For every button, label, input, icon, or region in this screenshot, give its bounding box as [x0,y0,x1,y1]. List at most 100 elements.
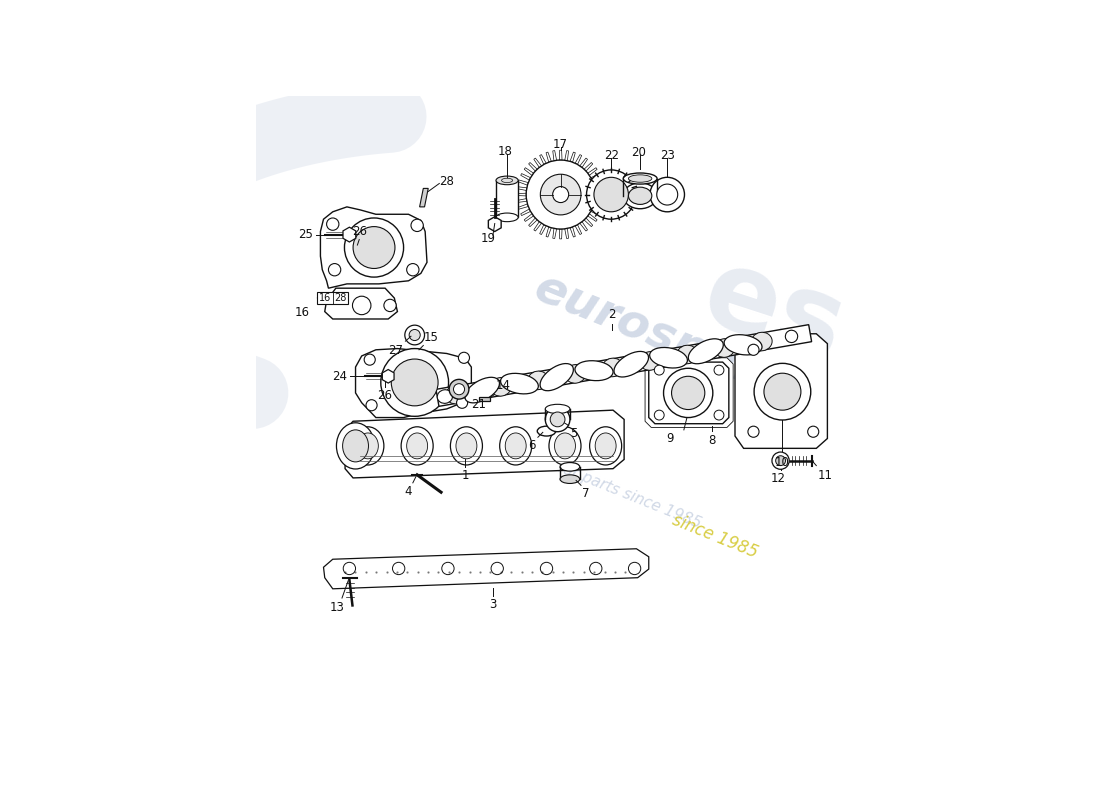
Polygon shape [594,198,605,202]
Circle shape [456,398,468,408]
Circle shape [628,562,640,574]
Ellipse shape [689,339,724,364]
Circle shape [755,363,811,420]
Circle shape [540,174,581,215]
Circle shape [552,186,569,202]
Ellipse shape [614,351,649,377]
Circle shape [409,330,420,341]
Polygon shape [518,204,528,209]
Text: since 1985: since 1985 [669,511,760,562]
Ellipse shape [639,352,660,370]
Polygon shape [735,334,827,448]
Circle shape [714,365,724,375]
Ellipse shape [437,390,452,403]
Polygon shape [594,186,605,190]
Ellipse shape [602,358,623,377]
Polygon shape [575,154,582,165]
Text: 5: 5 [570,427,578,441]
Ellipse shape [496,213,518,222]
Polygon shape [383,370,394,383]
Polygon shape [553,150,557,161]
Text: 19: 19 [481,233,496,246]
Polygon shape [343,227,355,242]
Circle shape [650,178,684,212]
Polygon shape [496,180,518,218]
Ellipse shape [491,378,512,396]
Ellipse shape [554,433,575,459]
Ellipse shape [785,330,798,342]
Text: 23: 23 [660,150,674,162]
Text: 16: 16 [295,306,310,319]
Circle shape [453,384,464,394]
Text: 21: 21 [471,398,486,411]
Circle shape [353,226,395,269]
Polygon shape [564,150,569,161]
Text: 16: 16 [319,293,331,303]
Polygon shape [520,174,530,180]
Text: 18: 18 [498,145,513,158]
Polygon shape [546,152,551,162]
Polygon shape [525,168,533,175]
Polygon shape [355,349,471,418]
Polygon shape [645,358,733,427]
Circle shape [491,562,504,574]
Ellipse shape [565,365,586,383]
Text: 15: 15 [424,330,439,344]
Text: 1: 1 [461,469,469,482]
FancyBboxPatch shape [317,292,348,304]
Ellipse shape [546,404,570,414]
Polygon shape [478,397,490,401]
Polygon shape [559,229,562,239]
Polygon shape [520,209,530,215]
Polygon shape [593,204,603,209]
Polygon shape [570,227,575,237]
Ellipse shape [628,175,652,182]
Polygon shape [593,180,603,185]
Ellipse shape [500,374,538,394]
Text: 2: 2 [608,308,616,321]
Polygon shape [436,325,812,406]
Ellipse shape [402,426,433,465]
Circle shape [405,325,425,345]
Circle shape [772,452,789,470]
Polygon shape [540,225,547,234]
Polygon shape [559,150,562,160]
Polygon shape [564,228,569,238]
Circle shape [407,263,419,276]
Circle shape [586,170,636,219]
Circle shape [392,359,438,406]
Polygon shape [595,194,605,196]
Text: 24: 24 [332,370,346,382]
Ellipse shape [560,475,580,483]
Polygon shape [584,218,593,226]
Ellipse shape [446,386,466,404]
Polygon shape [584,162,593,171]
Ellipse shape [358,433,378,459]
Text: 26: 26 [352,225,366,238]
Circle shape [654,365,664,375]
Text: 26: 26 [377,389,393,402]
Polygon shape [534,158,541,167]
Circle shape [594,178,628,212]
Polygon shape [320,207,427,288]
Circle shape [329,263,341,276]
Circle shape [590,562,602,574]
Text: 7: 7 [582,487,590,500]
Ellipse shape [714,338,735,358]
Polygon shape [529,162,537,171]
Circle shape [714,410,724,420]
Circle shape [748,426,759,438]
Circle shape [411,219,424,231]
Polygon shape [525,214,533,222]
Polygon shape [591,174,601,180]
Circle shape [748,344,759,355]
Polygon shape [488,217,502,231]
Circle shape [763,373,801,410]
Text: 9: 9 [666,432,673,445]
Circle shape [384,299,396,312]
Polygon shape [517,198,527,202]
Ellipse shape [407,433,428,459]
Ellipse shape [628,187,652,205]
Text: es: es [690,239,857,384]
Text: 12: 12 [771,472,785,485]
